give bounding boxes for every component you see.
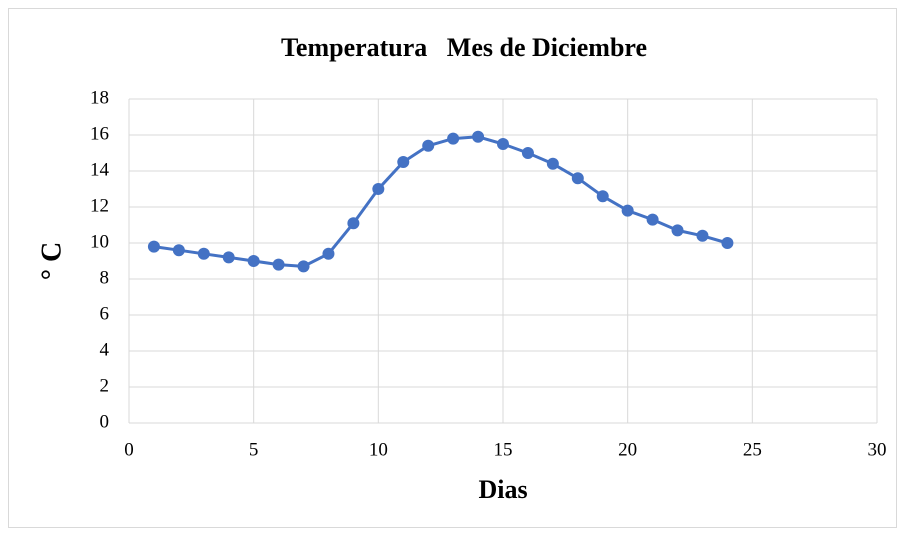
y-tick-label: 10: [90, 231, 109, 252]
y-tick-label: 4: [100, 339, 110, 360]
x-tick-label: 25: [743, 439, 762, 460]
data-point: [596, 190, 609, 203]
data-point: [347, 217, 360, 230]
y-tick-label: 2: [100, 375, 110, 396]
x-tick-label: 0: [124, 439, 134, 460]
data-point: [472, 130, 485, 143]
data-point: [497, 138, 509, 150]
y-tick-label: 0: [100, 411, 110, 432]
x-axis-label: Dias: [478, 475, 527, 504]
data-point: [322, 247, 335, 260]
data-point: [621, 204, 634, 217]
data-point: [422, 139, 435, 152]
data-point: [372, 183, 385, 195]
y-tick-label: 6: [100, 303, 110, 324]
x-tick-label: 20: [618, 439, 637, 460]
data-point: [571, 172, 584, 185]
y-tick-label: 16: [90, 123, 109, 144]
x-tick-label: 15: [494, 439, 513, 460]
data-point: [397, 156, 410, 168]
chart-border: [8, 8, 897, 528]
data-point: [272, 258, 285, 271]
y-tick-label: 12: [90, 195, 109, 216]
data-point: [247, 255, 260, 267]
y-axis-label: ° C: [36, 242, 67, 280]
y-tick-label: 14: [90, 159, 110, 180]
data-point: [646, 213, 659, 226]
data-point: [172, 244, 185, 257]
data-point: [696, 229, 709, 242]
data-point: [521, 147, 534, 159]
x-tick-label: 10: [369, 439, 388, 460]
chart-title: Temperatura Mes de Diciembre: [281, 33, 647, 62]
y-tick-label: 8: [100, 267, 110, 288]
data-point: [447, 132, 460, 145]
y-tick-label: 18: [90, 87, 109, 108]
x-tick-label: 30: [868, 439, 887, 460]
data-point: [222, 251, 235, 264]
data-point: [197, 247, 210, 260]
data-point: [297, 260, 310, 273]
data-point: [721, 237, 734, 249]
data-point: [546, 157, 559, 170]
data-point: [147, 240, 160, 253]
data-point: [671, 224, 684, 237]
x-tick-label: 5: [249, 439, 259, 460]
